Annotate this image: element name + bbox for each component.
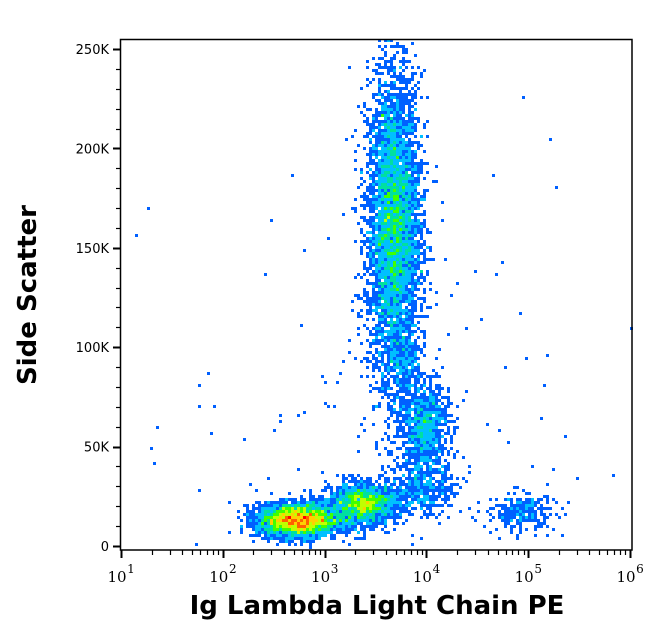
- svg-text:5: 5: [534, 562, 542, 576]
- x-tick-label: 10: [311, 568, 330, 586]
- x-tick-label: 10: [413, 568, 432, 586]
- svg-text:1: 1: [127, 562, 135, 576]
- svg-text:3: 3: [331, 562, 339, 576]
- svg-text:6: 6: [636, 562, 644, 576]
- x-tick-label: 10: [107, 568, 126, 586]
- y-axis-title: Side Scatter: [13, 205, 43, 385]
- x-axis: 10 1 10 2 10 3 10 4 10 5 10 6: [107, 550, 644, 586]
- y-tick-label: 100K: [76, 341, 110, 356]
- svg-text:2: 2: [229, 562, 237, 576]
- y-axis: 0 50K 100K 150K 200K 250K: [76, 43, 120, 555]
- y-tick-label: 250K: [76, 43, 110, 58]
- y-tick-label: 150K: [76, 242, 110, 257]
- y-tick-label: 0: [101, 540, 109, 555]
- x-tick-label: 10: [616, 568, 635, 586]
- x-tick-label: 10: [209, 568, 228, 586]
- y-tick-label: 200K: [76, 142, 110, 157]
- x-tick-label: 10: [515, 568, 534, 586]
- x-axis-title: Ig Lambda Light Chain PE: [189, 591, 565, 621]
- event-dots: [135, 39, 633, 549]
- svg-text:4: 4: [433, 562, 441, 576]
- plot-frame: [119, 38, 633, 551]
- y-tick-label: 50K: [84, 441, 110, 456]
